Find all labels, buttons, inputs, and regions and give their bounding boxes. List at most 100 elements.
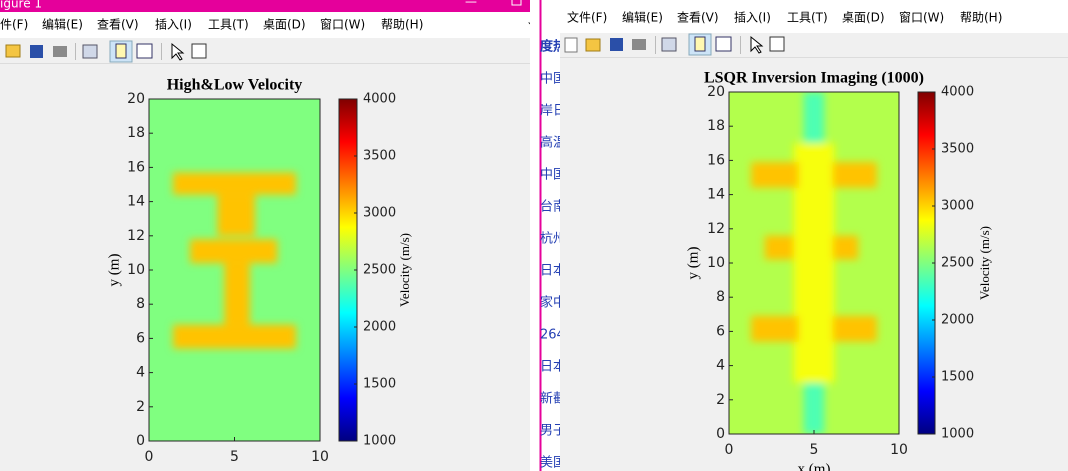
y-tick-label: 20: [127, 91, 145, 107]
news-link[interactable]: 日本: [540, 360, 566, 375]
velocity-region: [172, 324, 297, 349]
y-tick-label: 0: [716, 426, 725, 442]
open-icon[interactable]: [5, 44, 21, 58]
pointer-icon[interactable]: [171, 42, 185, 61]
right-window: 文件(F) 编辑(E) 查看(V) 插入(I) 工具(T) 桌面(D) 窗口(W) 帮助(H)…: [560, 0, 1068, 471]
velocity-region: [764, 235, 794, 260]
menu-item[interactable]: 帮助(H): [960, 11, 1002, 25]
colorbar-tick-label: 4000: [941, 85, 974, 100]
menu-item[interactable]: 桌面(D): [263, 18, 306, 32]
colorbar-tick-label: 2000: [941, 313, 974, 328]
news-link[interactable]: 新截: [540, 391, 566, 407]
menu-item[interactable]: 查看(V): [677, 11, 719, 25]
news-link[interactable]: 家中: [540, 295, 566, 311]
colorbar-tick-label: 2000: [363, 320, 396, 335]
legend-icon[interactable]: [715, 36, 732, 52]
velocity-region: [803, 92, 825, 144]
open-icon[interactable]: [585, 38, 601, 52]
print-icon[interactable]: [53, 46, 67, 57]
x-tick-label: 5: [810, 442, 819, 458]
colorbar-tick-label: 2500: [363, 263, 396, 278]
menu-item[interactable]: 件(F): [0, 18, 28, 32]
velocity-region: [751, 316, 799, 342]
news-link[interactable]: 日本: [540, 264, 566, 279]
pointer-icon[interactable]: [750, 35, 764, 54]
y-tick-label: 12: [707, 221, 725, 237]
new-icon[interactable]: [564, 37, 578, 53]
x-tick-label: 5: [230, 449, 239, 465]
y-tick-label: 6: [716, 323, 725, 339]
news-link[interactable]: 男子: [540, 424, 566, 439]
x-tick-label: 0: [725, 442, 734, 458]
colorbar-tick-label: 3000: [941, 199, 974, 214]
toolbar: [564, 33, 785, 56]
menu-item[interactable]: 窗口(W): [899, 11, 944, 25]
save-icon[interactable]: [610, 38, 623, 51]
menu-item[interactable]: 插入(I): [734, 11, 771, 25]
menu-bar: [0, 12, 540, 38]
y-tick-label: 14: [707, 187, 725, 203]
news-link[interactable]: 中国: [540, 72, 566, 87]
news-link[interactable]: 美国: [540, 456, 566, 471]
velocity-region: [832, 162, 877, 188]
menu-item[interactable]: 帮助(H): [381, 18, 423, 32]
menu-item[interactable]: 插入(I): [155, 18, 192, 32]
colorbar-tick-label: 3000: [363, 206, 396, 221]
menu-item[interactable]: 桌面(D): [842, 11, 885, 25]
velocity-region: [751, 162, 799, 188]
menu-item[interactable]: 窗口(W): [320, 18, 365, 32]
colorbar-tick-label: 2500: [941, 256, 974, 271]
chart-title: High&Low Velocity: [167, 77, 303, 94]
y-tick-label: 10: [127, 262, 145, 278]
menu-item[interactable]: 编辑(E): [42, 17, 83, 32]
colorbar-tick-label: 1500: [941, 370, 974, 385]
velocity-region: [217, 194, 256, 236]
news-link[interactable]: 杭州: [540, 232, 566, 247]
maximize-button[interactable]: [511, 0, 522, 6]
news-link[interactable]: 中国: [540, 168, 566, 183]
velocity-region: [832, 316, 877, 342]
colorbar-tick-label: 3500: [941, 142, 974, 157]
window-title: igure 1: [0, 0, 42, 11]
y-tick-label: 14: [127, 194, 145, 210]
colorbar-icon[interactable]: [115, 43, 127, 59]
y-tick-label: 12: [127, 228, 145, 244]
y-tick-label: 18: [707, 118, 725, 134]
velocity-region: [224, 263, 250, 325]
menu-item[interactable]: 工具(T): [208, 18, 249, 32]
y-tick-label: 20: [707, 84, 725, 100]
velocity-region: [190, 239, 278, 264]
news-link[interactable]: 高温: [540, 135, 566, 151]
menu-item[interactable]: 编辑(E): [622, 10, 663, 25]
menu-item[interactable]: 文件(F): [567, 10, 607, 25]
minimize-button[interactable]: —: [465, 0, 477, 9]
menu-item[interactable]: 查看(V): [97, 18, 139, 32]
panel-icon[interactable]: [769, 36, 785, 52]
print-icon[interactable]: [632, 39, 646, 50]
colorbar-tick-label: 4000: [363, 92, 396, 107]
y-tick-label: 16: [127, 159, 145, 175]
link-icon[interactable]: [661, 37, 677, 52]
chart-title: LSQR Inversion Imaging (1000): [704, 70, 924, 87]
news-link[interactable]: 台南: [540, 199, 566, 215]
news-link[interactable]: 岸日: [540, 104, 566, 119]
menu-item[interactable]: 工具(T): [787, 11, 828, 25]
heatmap-regions: [172, 172, 297, 349]
panel-icon[interactable]: [191, 43, 207, 59]
link-icon[interactable]: [82, 44, 98, 59]
velocity-region: [172, 172, 297, 195]
colorbar-icon[interactable]: [694, 36, 706, 52]
news-link[interactable]: 264: [540, 328, 565, 343]
colorbar-tick-label: 3500: [363, 149, 396, 164]
news-link[interactable]: 度热: [540, 39, 566, 55]
save-icon[interactable]: [30, 45, 43, 58]
title-bar: [0, 0, 540, 12]
y-tick-label: 18: [127, 125, 145, 141]
y-tick-label: 4: [136, 365, 145, 381]
heatmap-clip: [172, 172, 297, 349]
x-tick-label: 0: [145, 449, 154, 465]
legend-icon[interactable]: [136, 43, 153, 59]
y-tick-label: 8: [716, 289, 725, 305]
